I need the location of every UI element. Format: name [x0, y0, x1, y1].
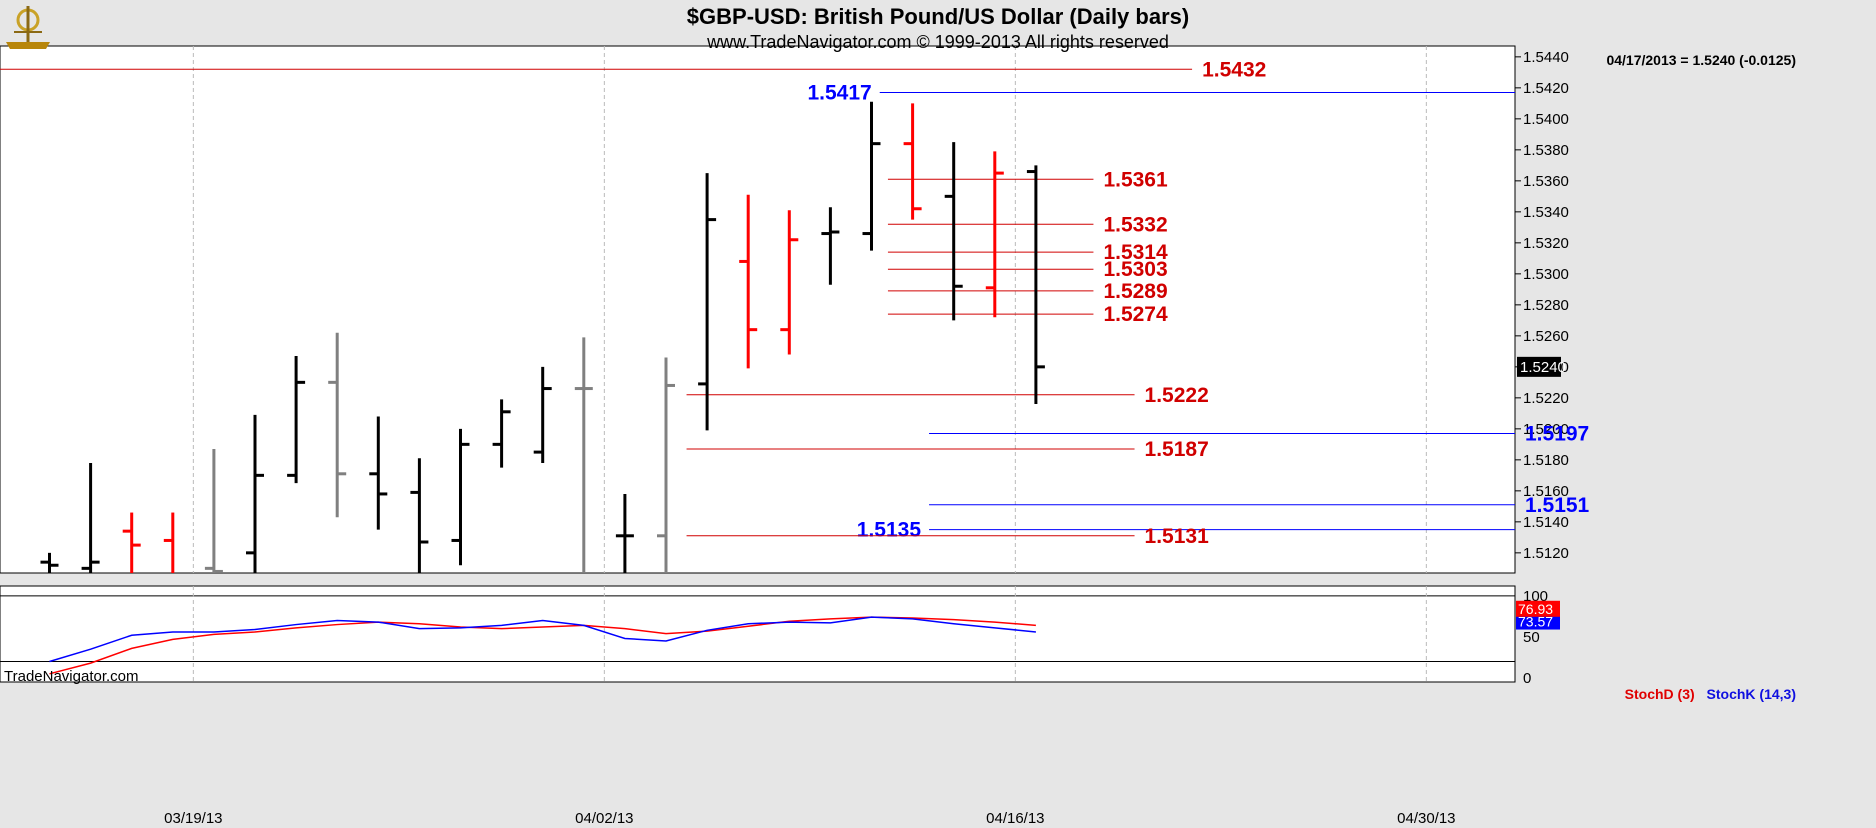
price-tick-label: 1.5440: [1523, 49, 1569, 66]
last-price-box: [1517, 356, 1561, 377]
level-label-blue: 1.5151: [1525, 494, 1590, 517]
price-tick-label: 1.5220: [1523, 390, 1569, 407]
price-tick-label: 1.5200: [1523, 421, 1569, 438]
price-tick-label: 1.5120: [1523, 545, 1569, 562]
price-tick-label: 1.5160: [1523, 483, 1569, 500]
stochastic-tick-label: 50: [1523, 629, 1540, 646]
price-tick-label: 1.5280: [1523, 297, 1569, 314]
date-tick-label: 04/30/13: [1397, 810, 1455, 827]
stoch-k-value: 73.57: [1518, 614, 1553, 630]
level-label-red: 1.5222: [1145, 384, 1209, 407]
stochastic-panel: [0, 585, 1516, 683]
level-label-red: 1.5187: [1145, 438, 1209, 461]
legend-stoch-d: StochD (3): [1624, 686, 1695, 702]
last-price-info: 04/17/2013 = 1.5240 (-0.0125): [1606, 52, 1796, 68]
stoch-d-value-box: [1516, 600, 1560, 617]
stoch-d-value: 76.93: [1518, 601, 1553, 617]
price-tick-label: 1.5300: [1523, 266, 1569, 283]
level-label-red: 1.5274: [1103, 303, 1168, 326]
price-tick-label: 1.5380: [1523, 142, 1569, 159]
price-tick-label: 1.5260: [1523, 328, 1569, 345]
level-label-red: 1.5289: [1103, 280, 1167, 303]
chart-subtitle: www.TradeNavigator.com © 1999-2013 All r…: [707, 32, 1169, 52]
stochastic-tick-label: 100: [1523, 588, 1548, 605]
stoch-k-line: [49, 616, 1036, 663]
level-label-red: 1.5361: [1103, 168, 1168, 191]
price-tick-label: 1.5340: [1523, 204, 1569, 221]
watermark: TradeNavigator.com: [4, 668, 139, 685]
stochastic-legend: StochD (3) StochK (14,3): [1625, 686, 1796, 702]
level-label-blue: 1.5135: [857, 519, 922, 542]
date-tick-label: 04/16/13: [986, 810, 1044, 827]
price-tick-label: 1.5360: [1523, 173, 1569, 190]
chart-title: $GBP-USD: British Pound/US Dollar (Daily…: [686, 4, 1190, 29]
price-panel: [0, 45, 1516, 574]
price-tick-label: 1.5320: [1523, 235, 1569, 252]
last-price-label: 1.5240: [1520, 359, 1566, 376]
level-label-red: 1.5432: [1202, 58, 1266, 81]
level-label-red: 1.5131: [1145, 525, 1210, 548]
level-label-red: 1.5314: [1103, 241, 1168, 264]
level-label-blue: 1.5417: [807, 82, 871, 105]
level-label-red: 1.5332: [1103, 213, 1167, 236]
level-label-red: 1.5303: [1103, 258, 1167, 281]
date-tick-label: 03/19/13: [164, 810, 222, 827]
price-tick-label: 1.5140: [1523, 514, 1569, 531]
level-label-blue: 1.5197: [1525, 423, 1589, 446]
price-tick-label: 1.5400: [1523, 111, 1569, 128]
date-tick-label: 04/02/13: [575, 810, 633, 827]
stoch-k-value-box: [1516, 613, 1560, 630]
legend-stoch-k: StochK (14,3): [1706, 686, 1796, 702]
stochastic-tick-label: 0: [1523, 670, 1531, 687]
price-tick-label: 1.5180: [1523, 452, 1569, 469]
trade-navigator-logo-icon: [6, 6, 50, 49]
price-tick-label: 1.5420: [1523, 80, 1569, 97]
